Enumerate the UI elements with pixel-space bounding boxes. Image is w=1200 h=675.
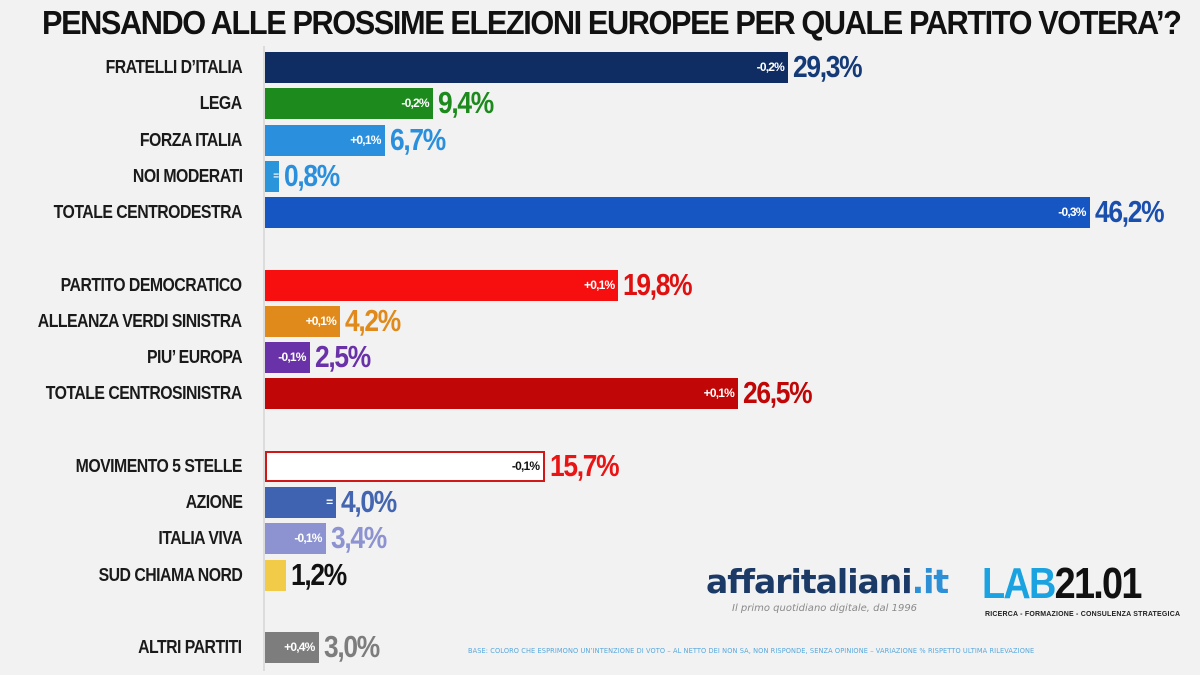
bar-value-label: 0,8% xyxy=(284,157,340,193)
bar-value-label: 26,5% xyxy=(743,375,813,411)
bar xyxy=(265,559,287,591)
bar: +0,1% xyxy=(265,378,739,410)
bar-value-label: 19,8% xyxy=(623,266,693,302)
bar-label: ITALIA VIVA xyxy=(158,528,242,549)
bar-value-label: 29,3% xyxy=(793,49,863,84)
bar-label: MOVIMENTO 5 STELLE xyxy=(75,455,243,476)
bar-value-label: 3,4% xyxy=(330,520,387,556)
bar: -0,1% xyxy=(265,523,326,555)
bar-label: SUD CHIAMA NORD xyxy=(98,564,242,585)
bar-delta-label: +0,1% xyxy=(350,132,381,147)
bar-delta-label: -0,2% xyxy=(401,96,429,111)
bar-value-label: 3,0% xyxy=(323,628,380,664)
bar-row: PIU’ EUROPA -0,1% 2,5% xyxy=(0,339,1200,375)
bar-row: SUD CHIAMA NORD 1,2% xyxy=(0,556,1200,592)
bar-value-label: 2,5% xyxy=(314,339,371,375)
bar-delta-label: = xyxy=(326,495,333,509)
footnote: BASE: COLORO CHE ESPRIMONO UN’INTENZIONE… xyxy=(468,647,1035,655)
bar-label: TOTALE CENTRODESTRA xyxy=(53,202,243,223)
bar: -0,3% xyxy=(265,197,1090,229)
bar-row: ALLEANZA VERDI SINISTRA +0,1% 4,2% xyxy=(0,302,1200,338)
bar-row: LEGA -0,2% 9,4% xyxy=(0,85,1200,121)
bar: +0,4% xyxy=(265,631,319,663)
bar-delta-label: -0,3% xyxy=(1058,205,1086,220)
lab2101-logo-prefix: LAB xyxy=(982,559,1056,608)
bar-label: AZIONE xyxy=(185,492,242,512)
bar-value-label: 1,2% xyxy=(291,556,347,592)
lab2101-logo: LAB21.01 xyxy=(982,559,1143,608)
bar-delta-label: = xyxy=(273,170,279,182)
chart-title: PENSANDO ALLE PROSSIME ELEZIONI EUROPEE … xyxy=(42,4,1182,41)
bar: +0,1% xyxy=(265,305,340,337)
bar-row: PARTITO DEMOCRATICO +0,1% 19,8% xyxy=(0,266,1200,302)
bar-delta-label: +0,1% xyxy=(703,386,735,401)
bar-row: ALTRI PARTITI +0,4% 3,0% xyxy=(0,628,1200,664)
bar-row: TOTALE CENTROSINISTRA +0,1% 26,5% xyxy=(0,375,1200,411)
bar: +0,1% xyxy=(265,269,619,301)
bar-value-label: 6,7% xyxy=(389,121,446,157)
lab2101-logo-number: 21.01 xyxy=(1054,559,1143,608)
bar-row: ITALIA VIVA -0,1% 3,4% xyxy=(0,520,1200,556)
affaritaliani-logo-name: affaritaliani xyxy=(706,562,913,601)
bar-row: AZIONE = 4,0% xyxy=(0,484,1200,519)
bar-delta-label: -0,1% xyxy=(511,458,540,473)
bar-delta-label: -0,1% xyxy=(278,350,306,365)
bar-row: MOVIMENTO 5 STELLE -0,1% 15,7% xyxy=(0,447,1200,483)
bar: -0,2% xyxy=(265,88,433,120)
bar: -0,2% xyxy=(265,52,788,83)
bar: +0,1% xyxy=(265,124,385,156)
bar-row: TOTALE CENTRODESTRA -0,3% 46,2% xyxy=(0,194,1200,230)
bar-row: FORZA ITALIA +0,1% 6,7% xyxy=(0,121,1200,157)
bar-value-label: 15,7% xyxy=(550,447,620,483)
bar: = xyxy=(265,487,337,518)
lab2101-tagline: RICERCA - FORMAZIONE - CONSULENZA STRATE… xyxy=(985,611,1181,618)
bar-label: NOI MODERATI xyxy=(132,165,242,186)
bar-value-label: 46,2% xyxy=(1094,194,1165,230)
bar-value-label: 4,2% xyxy=(344,302,401,338)
bar-value-label: 9,4% xyxy=(437,85,494,121)
bar: -0,1% xyxy=(265,450,546,482)
bar: = xyxy=(265,160,280,192)
bar-delta-label: +0,4% xyxy=(284,639,315,654)
bar-label: LEGA xyxy=(200,93,242,114)
bar-label: FRATELLI D’ITALIA xyxy=(105,57,243,77)
bar-label: FORZA ITALIA xyxy=(140,129,242,150)
bar-label: TOTALE CENTROSINISTRA xyxy=(45,383,243,404)
bar-label: PIU’ EUROPA xyxy=(146,347,243,368)
bar-row: NOI MODERATI = 0,8% xyxy=(0,157,1200,193)
bar-row: FRATELLI D’ITALIA -0,2% 29,3% xyxy=(0,49,1200,84)
affaritaliani-tagline: Il primo quotidiano digitale, dal 1996 xyxy=(732,603,918,614)
bar: -0,1% xyxy=(265,342,310,374)
bar-label: ALLEANZA VERDI SINISTRA xyxy=(38,310,242,331)
y-axis-line xyxy=(263,46,265,671)
bar-label: PARTITO DEMOCRATICO xyxy=(61,274,242,295)
bar-delta-label: +0,1% xyxy=(584,277,615,292)
affaritaliani-logo: affaritaliani.it xyxy=(706,562,950,601)
bar-value-label: 4,0% xyxy=(341,484,397,519)
bar-label: ALTRI PARTITI xyxy=(138,636,243,657)
bar-delta-label: -0,1% xyxy=(294,531,322,546)
bar-delta-label: -0,2% xyxy=(756,60,785,74)
affaritaliani-logo-tld: .it xyxy=(911,562,950,601)
bar-delta-label: +0,1% xyxy=(305,313,337,328)
